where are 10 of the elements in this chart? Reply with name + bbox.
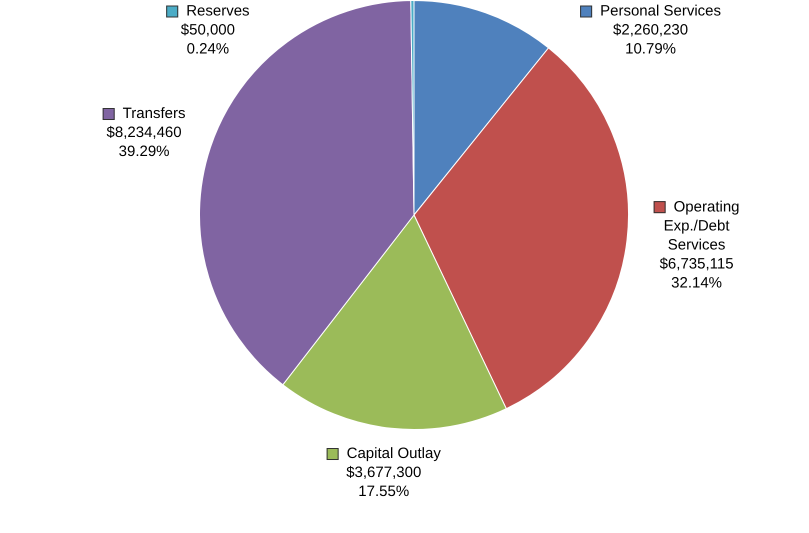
legend-label: Operating Exp./Debt Services <box>664 198 740 254</box>
legend-label: Capital Outlay <box>346 445 442 462</box>
data-label: $50,000 0.24% <box>180 22 235 58</box>
data-label: $6,735,115 32.14% <box>660 255 734 292</box>
legend-label: Reserves <box>186 2 250 20</box>
legend-label: Personal Services <box>600 2 722 20</box>
data-label: $2,260,230 10.79% <box>613 22 688 58</box>
data-label: $8,234,460 39.29% <box>106 124 182 160</box>
data-label: $3,677,300 17.55% <box>346 464 422 500</box>
legend-label: Transfers <box>122 105 186 122</box>
